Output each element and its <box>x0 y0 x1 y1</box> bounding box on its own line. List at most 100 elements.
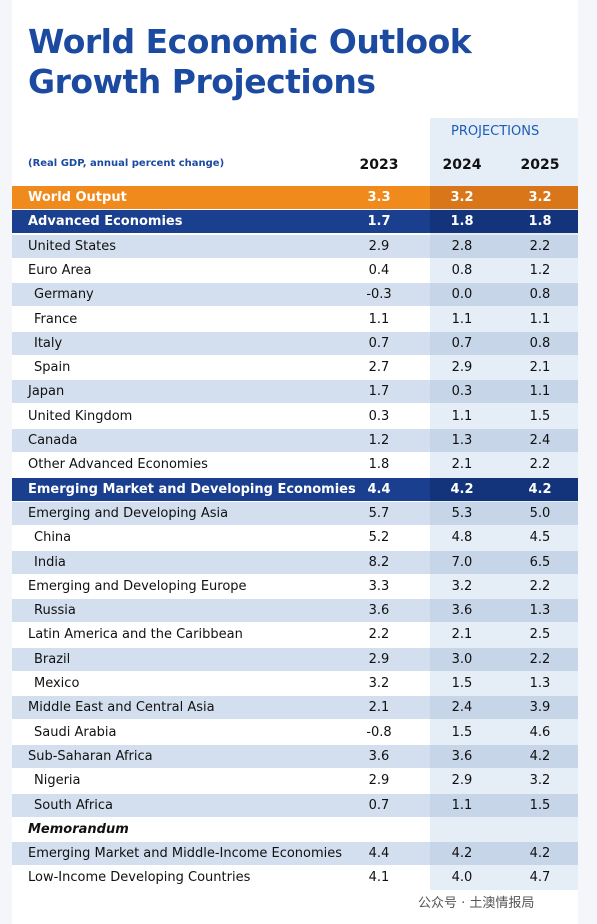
value-cell: -0.3 <box>366 287 392 303</box>
row-label: Emerging Market and Developing Economies <box>28 481 356 497</box>
table-row: Other Advanced Economies 1.8 2.1 2.2 <box>12 453 578 477</box>
value-cell: 3.9 <box>529 700 551 716</box>
projection-cell-bg <box>430 550 578 574</box>
subtitle: (Real GDP, annual percent change) <box>28 158 225 169</box>
value-cell: 3.6 <box>368 748 390 764</box>
table-row: Saudi Arabia -0.8 1.5 4.6 <box>12 720 578 744</box>
value-cell: 1.5 <box>451 676 473 691</box>
table-row: Mexico 3.2 1.5 1.3 <box>12 672 578 695</box>
row-label: Spain <box>34 360 71 376</box>
value-cell: 0.7 <box>451 335 473 351</box>
row-label: Russia <box>34 603 76 619</box>
projection-cell-bg <box>430 866 578 890</box>
value-cell: 0.8 <box>529 287 551 303</box>
value-cell: 3.2 <box>451 578 473 594</box>
projection-cell-bg <box>430 477 578 501</box>
value-cell: 1.7 <box>368 384 390 400</box>
title-line: World Economic Outlook <box>28 22 472 61</box>
row-label: South Africa <box>34 797 113 813</box>
table-row: Spain 2.7 2.9 2.1 <box>12 356 578 380</box>
value-cell: 1.3 <box>529 676 551 691</box>
projection-cell-bg <box>430 672 578 695</box>
value-cell: 5.2 <box>368 530 390 546</box>
row-label: Other Advanced Economies <box>28 457 208 473</box>
value-cell: 0.8 <box>451 262 473 278</box>
value-cell: 2.2 <box>368 627 390 643</box>
row-label: Advanced Economies <box>28 214 183 230</box>
value-cell: 3.2 <box>368 676 390 691</box>
projection-cell-bg <box>430 696 578 720</box>
value-cell: 5.7 <box>368 505 390 521</box>
projection-cell-bg <box>430 331 578 355</box>
value-cell: 2.1 <box>529 360 551 376</box>
row-label: Latin America and the Caribbean <box>28 627 243 643</box>
value-cell: 2.9 <box>451 773 473 789</box>
table-row: Nigeria 2.9 2.9 3.2 <box>12 769 578 793</box>
row-label: Brazil <box>34 651 71 667</box>
value-cell: 1.1 <box>529 311 551 327</box>
value-cell: 0.7 <box>368 797 390 813</box>
table-row: Canada 1.2 1.3 2.4 <box>12 429 578 452</box>
value-cell: 0.3 <box>368 408 390 424</box>
value-cell: 3.6 <box>368 603 390 619</box>
table-row: China 5.2 4.8 4.5 <box>12 526 578 550</box>
value-cell: 1.5 <box>529 797 551 813</box>
row-label: Low-Income Developing Countries <box>28 870 251 886</box>
value-cell: 4.2 <box>529 748 551 764</box>
row-label: Sub-Saharan Africa <box>28 748 153 764</box>
value-cell: 0.8 <box>529 335 551 351</box>
table-row: Euro Area 0.4 0.8 1.2 <box>12 258 578 282</box>
table-row: Memorandum <box>12 817 578 841</box>
title-line: Growth Projections <box>28 62 376 101</box>
value-cell: 4.6 <box>529 724 551 740</box>
row-label: Memorandum <box>28 821 129 837</box>
value-cell: 4.2 <box>528 481 552 497</box>
row-label: Emerging Market and Middle-Income Econom… <box>28 846 343 862</box>
projection-cell-bg <box>430 283 578 307</box>
value-cell: 7.0 <box>451 554 473 570</box>
value-cell: 0.0 <box>451 287 473 303</box>
projection-cell-bg <box>430 234 578 258</box>
value-cell: 8.2 <box>368 554 390 570</box>
row-label: Emerging and Developing Asia <box>28 505 229 521</box>
projection-cell-bg <box>430 404 578 428</box>
value-cell: 1.1 <box>451 797 473 813</box>
value-cell: 5.3 <box>451 505 473 521</box>
value-cell: 4.2 <box>450 481 474 497</box>
table-row: United Kingdom 0.3 1.1 1.5 <box>12 404 578 428</box>
value-cell: 2.1 <box>451 457 473 473</box>
row-label: Middle East and Central Asia <box>28 700 215 716</box>
projection-cell-bg <box>430 623 578 647</box>
projection-cell-bg <box>430 380 578 404</box>
value-cell: 4.2 <box>529 846 551 862</box>
value-cell: 3.3 <box>367 190 391 205</box>
projections-label: PROJECTIONS <box>451 124 540 139</box>
value-cell: 3.0 <box>451 651 473 667</box>
value-cell: 4.4 <box>368 846 390 862</box>
value-cell: 4.4 <box>367 481 391 497</box>
table-row: South Africa 0.7 1.1 1.5 <box>12 793 578 817</box>
value-cell: 1.1 <box>451 408 473 424</box>
row-label: Italy <box>34 335 63 351</box>
value-cell: 2.8 <box>451 238 473 254</box>
value-cell: 0.3 <box>451 384 473 400</box>
row-label: China <box>34 530 72 546</box>
value-cell: 1.1 <box>529 384 551 400</box>
table-row: World Output 3.3 3.2 3.2 <box>12 186 578 209</box>
year-header: 2024 <box>442 157 482 173</box>
row-label: India <box>34 554 66 570</box>
value-cell: 2.2 <box>529 238 551 254</box>
value-cell: 4.7 <box>529 870 551 886</box>
table-row: Middle East and Central Asia 2.1 2.4 3.9 <box>12 696 578 720</box>
value-cell: 2.4 <box>451 700 473 716</box>
row-label: Emerging and Developing Europe <box>28 578 247 594</box>
row-label: France <box>34 311 78 327</box>
row-label: World Output <box>28 190 127 205</box>
projection-cell-bg <box>430 842 578 866</box>
value-cell: 5.0 <box>529 505 551 521</box>
table-row: Emerging and Developing Europe 3.3 3.2 2.2 <box>12 574 578 598</box>
projection-cell-bg <box>430 817 578 841</box>
year-header: 2023 <box>359 157 399 173</box>
value-cell: 1.1 <box>368 311 390 327</box>
row-label: Canada <box>28 433 78 448</box>
